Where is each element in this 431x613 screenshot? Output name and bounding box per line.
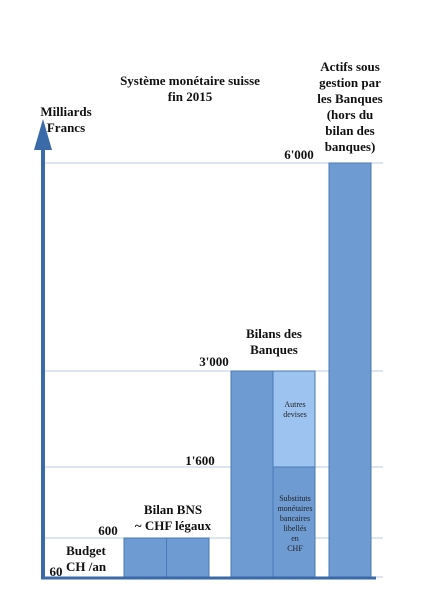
- value-label-600: 600: [98, 523, 118, 538]
- segment-label-substituts: Substituts monétaires bancaires libellés…: [277, 494, 313, 553]
- bar: [328, 162, 372, 579]
- segment-substituts: [272, 466, 316, 579]
- value-label-6000: 6'000: [284, 147, 314, 162]
- y-axis-label: Milliards Francs: [40, 104, 92, 135]
- value-label-60: 60: [49, 564, 63, 579]
- y-axis-arrow-icon: [34, 119, 52, 150]
- value-label-3000: 3'000: [199, 354, 229, 369]
- bar-label-bilans-banques: Bilans des Banques: [246, 326, 302, 357]
- value-label-1600: 1'600: [185, 453, 215, 468]
- bar-label-bilan-bns: Bilan BNS ~ CHF légaux: [134, 502, 212, 533]
- segment-label-autres-devises: Autres devises: [283, 400, 307, 419]
- bar-label-budget: Budget CH /an: [65, 543, 107, 574]
- bar-label-actifs-gestion: Actifs sous gestion par les Banques (hor…: [317, 59, 383, 154]
- segment-autres-devises: [272, 370, 316, 468]
- chart-title: Système monétaire suisse fin 2015: [120, 73, 260, 104]
